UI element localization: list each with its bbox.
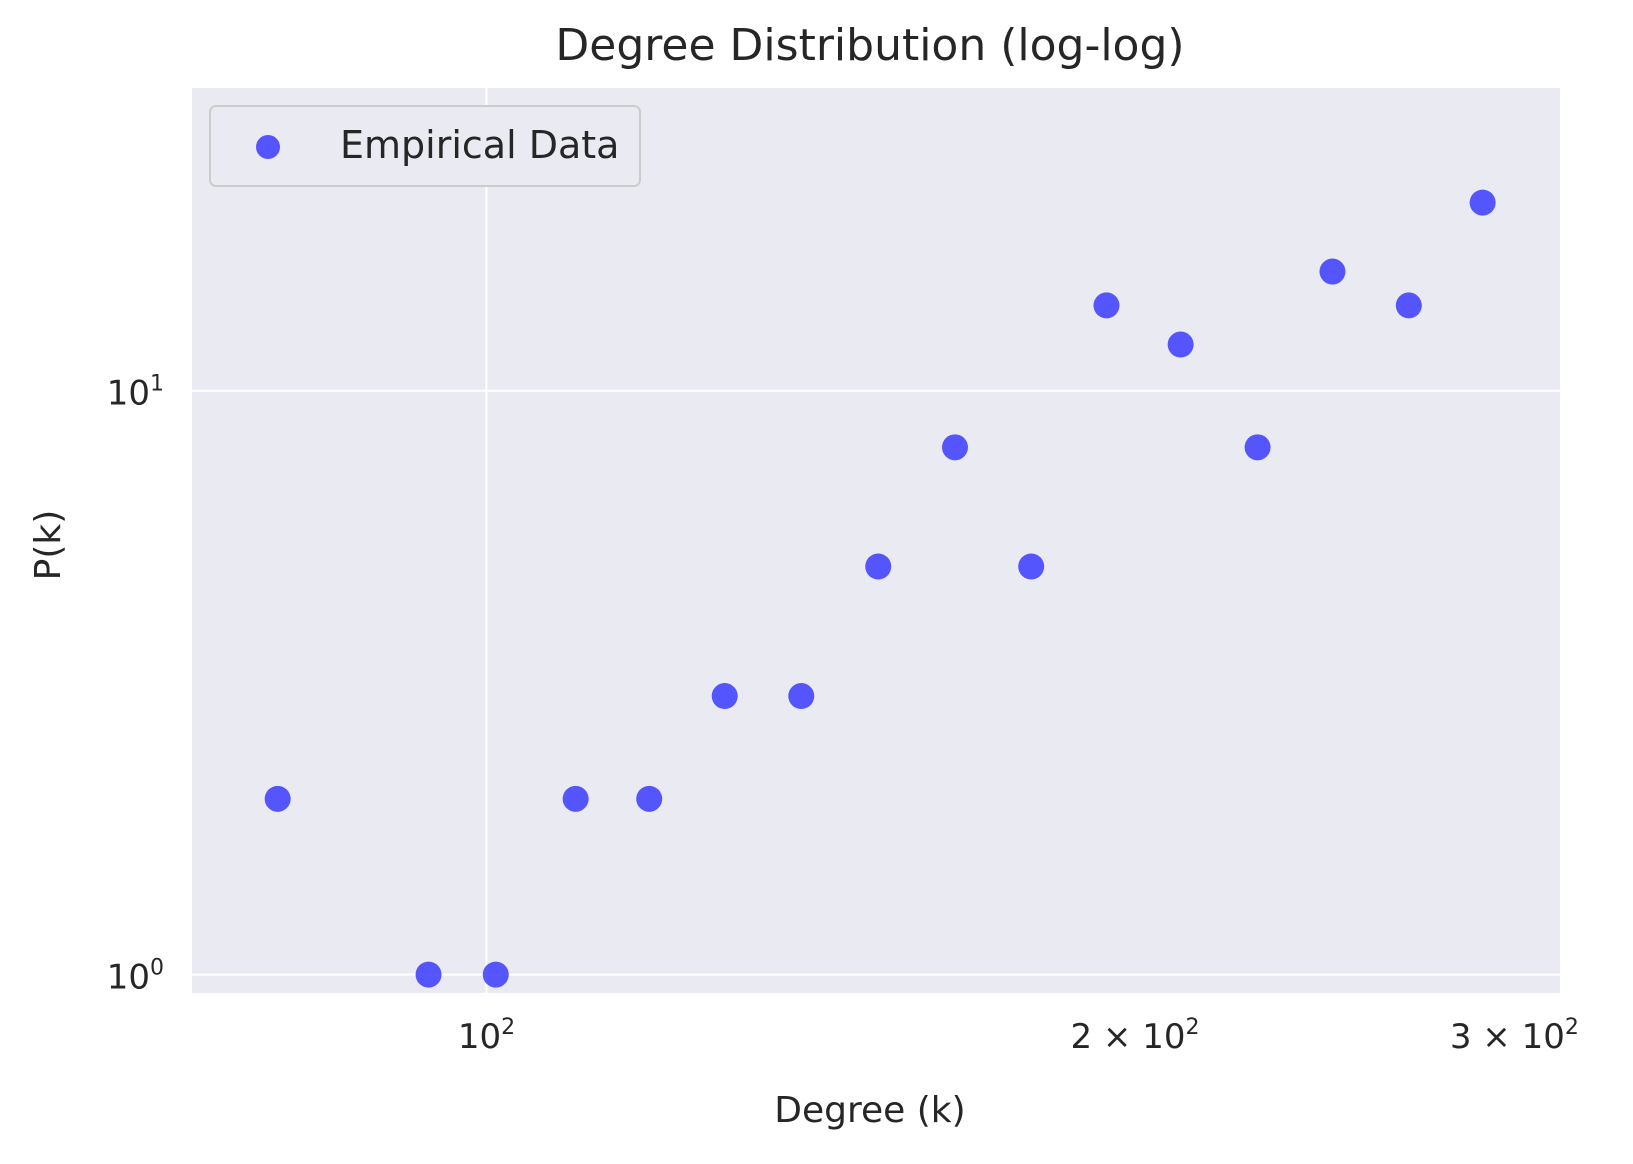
- data-point-4: [636, 785, 663, 812]
- data-point-14: [1395, 292, 1422, 319]
- plot-area: [192, 88, 1560, 993]
- data-point-12: [1244, 434, 1271, 461]
- data-point-9: [1018, 553, 1045, 580]
- legend-label-empirical-data: Empirical Data: [340, 123, 619, 167]
- data-points: [264, 189, 1496, 988]
- legend-marker-empirical-data: [256, 135, 280, 159]
- x-tick-label-1: 2 × 102: [1070, 1015, 1199, 1057]
- data-point-11: [1167, 331, 1194, 358]
- y-tick-label-0: 100: [107, 956, 164, 998]
- legend-box: [209, 105, 641, 187]
- tick-labels: 102 2 × 102 3 × 102 100 101: [107, 372, 1579, 1057]
- x-tick-label-0: 102: [458, 1015, 515, 1057]
- y-tick-label-1: 101: [107, 372, 164, 414]
- legend: Empirical Data: [209, 105, 641, 187]
- data-point-2: [482, 961, 509, 988]
- data-point-1: [415, 961, 442, 988]
- data-point-13: [1319, 258, 1346, 285]
- y-axis-label: P(k): [28, 510, 69, 581]
- x-axis-label: Degree (k): [774, 1090, 965, 1131]
- data-point-7: [865, 553, 892, 580]
- data-point-0: [264, 785, 291, 812]
- data-point-6: [788, 683, 815, 710]
- data-point-5: [711, 683, 738, 710]
- data-point-15: [1469, 189, 1496, 216]
- x-tick-label-2: 3 × 102: [1450, 1015, 1579, 1057]
- data-point-10: [1093, 292, 1120, 319]
- data-point-8: [941, 434, 968, 461]
- chart-title: Degree Distribution (log-log): [555, 20, 1184, 71]
- data-point-3: [562, 785, 589, 812]
